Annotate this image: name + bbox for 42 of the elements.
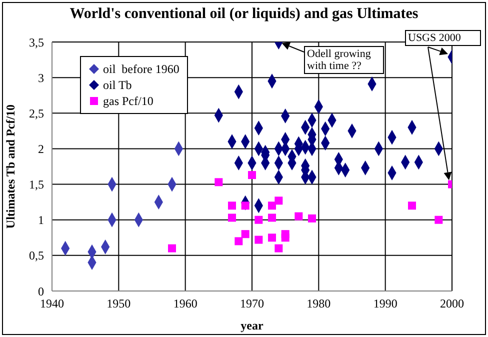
point bbox=[214, 178, 223, 186]
y-tick-label: 1 bbox=[38, 213, 44, 228]
y-tick-label: 2 bbox=[38, 142, 44, 156]
point bbox=[254, 216, 263, 224]
x-tick-label: 1940 bbox=[40, 296, 64, 311]
point bbox=[254, 236, 263, 244]
x-tick-label: 1990 bbox=[373, 296, 398, 311]
y-axis-title: Ultimates Tb and Pcf/10 bbox=[3, 104, 18, 229]
point bbox=[248, 171, 256, 180]
point bbox=[274, 196, 283, 205]
legend-label: gas Pcf/10 bbox=[103, 93, 154, 109]
point bbox=[168, 244, 176, 252]
point bbox=[268, 202, 276, 210]
x-tick-label: 2000 bbox=[440, 296, 464, 311]
point bbox=[241, 230, 250, 238]
x-tick-label: 1950 bbox=[106, 296, 131, 311]
y-tick-label: 1,5 bbox=[29, 178, 44, 192]
legend-label: oil before 1960 bbox=[103, 61, 180, 77]
y-tick-label: 2,5 bbox=[29, 106, 44, 120]
x-axis-title: year bbox=[240, 318, 264, 333]
x-tick-label: 1960 bbox=[173, 296, 198, 311]
y-tick-label: 3,5 bbox=[29, 35, 44, 50]
x-tick-label: 1970 bbox=[240, 296, 264, 311]
annotation: USGS 2000 bbox=[405, 30, 481, 46]
point bbox=[408, 202, 416, 210]
point bbox=[434, 216, 443, 224]
point bbox=[228, 214, 236, 222]
point bbox=[234, 237, 243, 246]
y-tick-label: 0 bbox=[38, 284, 44, 298]
point bbox=[268, 214, 276, 222]
point bbox=[294, 212, 303, 220]
point bbox=[274, 244, 283, 252]
x-tick-label: 1980 bbox=[306, 296, 331, 311]
y-tick-label: 3 bbox=[38, 70, 44, 85]
chart-title: World's conventional oil (or liquids) and gas Ultimates bbox=[68, 6, 420, 23]
legend-label: oil Tb bbox=[103, 77, 132, 93]
point bbox=[308, 214, 316, 222]
point bbox=[228, 202, 236, 210]
y-tick-label: 0,5 bbox=[29, 248, 44, 263]
annotation: Odell growing with time ?? bbox=[304, 46, 384, 74]
point bbox=[268, 234, 276, 242]
point bbox=[281, 234, 290, 242]
